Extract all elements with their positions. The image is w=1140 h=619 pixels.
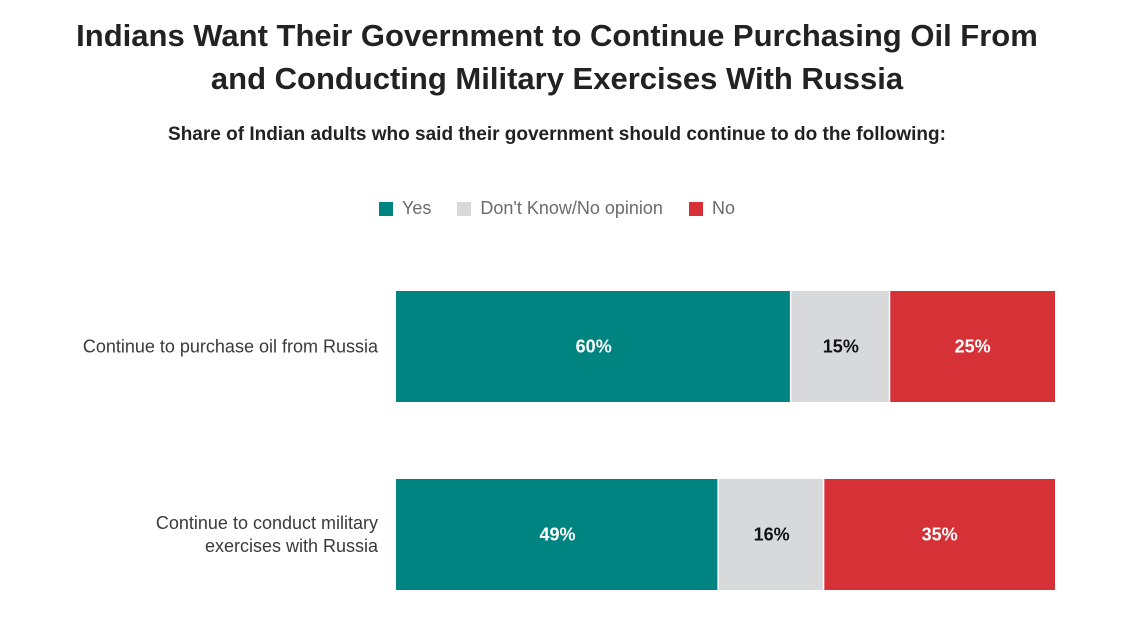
bar-segment-no-1 bbox=[890, 291, 1055, 402]
chart-title: Indians Want Their Government to Continu… bbox=[0, 14, 1114, 100]
chart-legend: Yes Don't Know/No opinion No bbox=[0, 198, 1114, 219]
chart-title-line-2: and Conducting Military Exercises With R… bbox=[210, 61, 904, 96]
bar-segment-yes-1 bbox=[396, 291, 790, 402]
category-label-2-line-2: exercises with Russia bbox=[205, 536, 379, 556]
legend-swatch-no bbox=[688, 201, 703, 216]
legend-label-yes: Yes bbox=[402, 198, 432, 218]
bar-segment-no-2 bbox=[824, 479, 1055, 590]
bar-segment-dont-know-2 bbox=[718, 479, 823, 590]
chart-title-line-1: Indians Want Their Government to Continu… bbox=[76, 18, 1038, 53]
legend-swatch-yes bbox=[379, 201, 394, 216]
legend-swatch-dont-know bbox=[457, 201, 472, 216]
bar-segment-yes-2 bbox=[396, 479, 718, 590]
data-label-dont-know-1: 15% bbox=[823, 337, 859, 357]
category-label-2-line-1: Continue to conduct military bbox=[156, 513, 378, 533]
legend-label-dont-know: Don't Know/No opinion bbox=[480, 198, 663, 218]
legend-item-dont-know: Don't Know/No opinion bbox=[457, 198, 663, 219]
bar-segment-dont-know-1 bbox=[791, 291, 889, 402]
data-label-no-1: 25% bbox=[955, 337, 991, 357]
chart-subtitle: Share of Indian adults who said their go… bbox=[168, 124, 946, 145]
data-label-no-2: 35% bbox=[922, 525, 958, 545]
category-label-1-line-1: Continue to purchase oil from Russia bbox=[83, 337, 379, 357]
data-label-dont-know-2: 16% bbox=[754, 525, 790, 545]
data-label-yes-2: 49% bbox=[539, 525, 575, 545]
data-label-yes-1: 60% bbox=[576, 337, 612, 357]
legend-label-no: No bbox=[711, 198, 735, 218]
legend-item-no: No bbox=[688, 198, 735, 219]
legend-item-yes: Yes bbox=[379, 198, 431, 219]
